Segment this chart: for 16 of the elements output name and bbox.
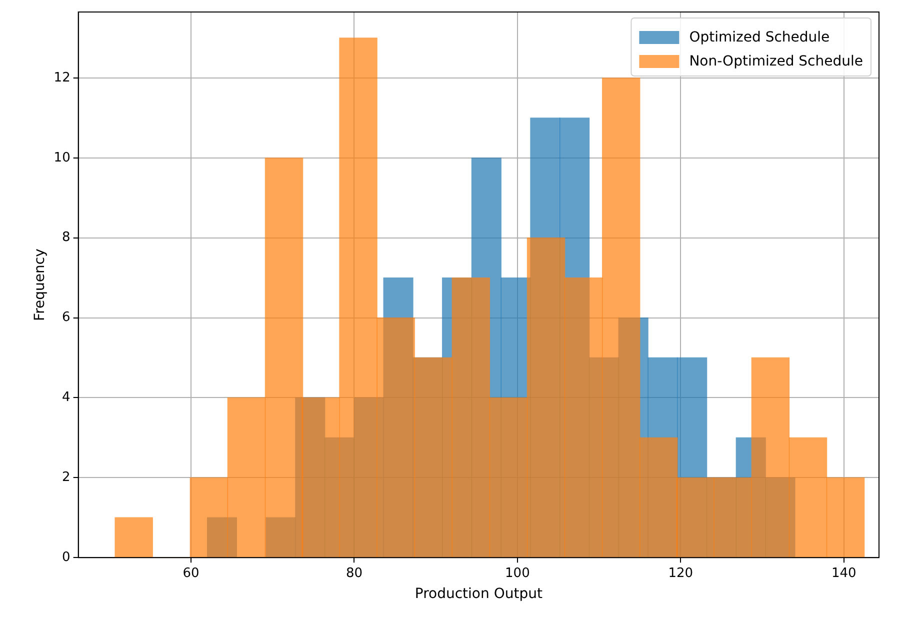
y-tick-label: 2 (62, 470, 70, 486)
legend-label: Non-Optimized Schedule (689, 54, 863, 70)
y-tick-label: 6 (62, 310, 70, 326)
x-axis-title: Production Output (414, 586, 543, 602)
x-tick-label: 100 (505, 566, 530, 581)
y-tick-label: 8 (62, 230, 70, 246)
legend-label: Optimized Schedule (689, 30, 830, 46)
x-tick-label: 60 (182, 566, 200, 581)
x-tick-label: 140 (831, 566, 856, 581)
y-tick-label: 12 (54, 70, 70, 86)
y-tick-label: 10 (54, 150, 70, 166)
y-tick-label: 4 (62, 390, 70, 406)
y-axis-title: Frequency (32, 248, 48, 321)
x-tick-label: 120 (668, 566, 694, 581)
x-tick-label: 80 (346, 566, 362, 581)
y-tick-label: 0 (62, 550, 70, 565)
